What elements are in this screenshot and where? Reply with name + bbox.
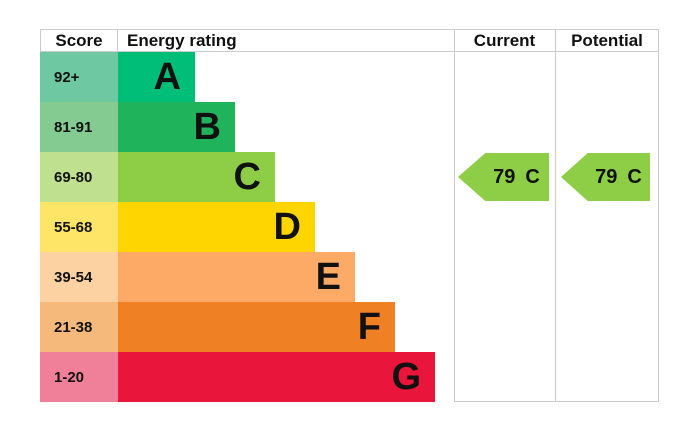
- band-bar-d: D: [118, 202, 315, 252]
- potential-rating-band: C: [627, 165, 642, 188]
- bottom-border: [454, 401, 659, 402]
- band-bar-a: A: [118, 52, 195, 102]
- score-cell: 1-20: [40, 352, 118, 402]
- band-row-c: 69-80 C: [40, 152, 659, 202]
- current-rating-band: C: [525, 165, 540, 188]
- potential-rating-value: 79: [595, 165, 618, 188]
- band-row-e: 39-54 E: [40, 252, 659, 302]
- potential-column-header: Potential: [571, 30, 643, 50]
- score-cell: 21-38: [40, 302, 118, 352]
- current-column-header: Current: [473, 30, 536, 50]
- potential-rating-arrow: 79 C: [561, 153, 650, 201]
- band-row-g: 1-20 G: [40, 352, 659, 402]
- score-cell: 39-54: [40, 252, 118, 302]
- score-cell: 69-80: [40, 152, 118, 202]
- band-row-b: 81-91 B: [40, 102, 659, 152]
- band-row-f: 21-38 F: [40, 302, 659, 352]
- band-rows: 92+ A 81-91 B 69-80 C 55-68 D 39-54 E 21…: [40, 52, 659, 402]
- band-bar-f: F: [118, 302, 395, 352]
- epc-rating-chart: Score Energy rating Current Potential 92…: [40, 29, 659, 402]
- right-border: [658, 29, 659, 402]
- score-cell: 55-68: [40, 202, 118, 252]
- energy-rating-column-header: Energy rating: [127, 30, 237, 50]
- band-bar-b: B: [118, 102, 235, 152]
- header-row: Score Energy rating Current Potential: [40, 29, 659, 52]
- band-row-d: 55-68 D: [40, 202, 659, 252]
- potential-column-divider: [555, 29, 556, 402]
- band-bar-g: G: [118, 352, 435, 402]
- band-bar-e: E: [118, 252, 355, 302]
- score-cell: 81-91: [40, 102, 118, 152]
- score-column-header: Score: [40, 30, 118, 51]
- band-bar-c: C: [118, 152, 275, 202]
- band-row-a: 92+ A: [40, 52, 659, 102]
- current-column-divider: [454, 29, 455, 402]
- current-rating-value: 79: [493, 165, 516, 188]
- score-cell: 92+: [40, 52, 118, 102]
